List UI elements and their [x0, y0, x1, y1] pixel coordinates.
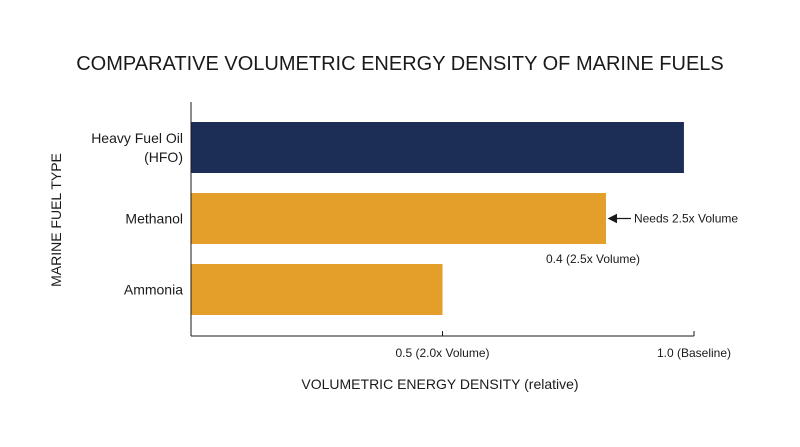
x-axis-title: VOLUMETRIC ENERGY DENSITY (relative) [301, 376, 578, 392]
category-label-0: Heavy Fuel Oil (HFO) [91, 130, 183, 165]
category-label-2: Ammonia [124, 282, 183, 298]
category-label-line: Heavy Fuel Oil [91, 130, 183, 146]
annotation-value-label: 0.4 (2.5x Volume) [546, 252, 640, 266]
y-axis-title: MARINE FUEL TYPE [48, 153, 64, 287]
bar-0 [191, 122, 684, 173]
category-labels-layer: Heavy Fuel Oil (HFO) Methanol Ammonia [91, 130, 183, 298]
category-label-line: (HFO) [144, 149, 183, 165]
x-tick-label-1: 1.0 (Baseline) [657, 346, 731, 360]
category-label-line: Methanol [125, 211, 183, 227]
bars-layer [191, 122, 684, 315]
bar-2 [191, 264, 443, 315]
category-label-line: Ammonia [124, 282, 183, 298]
annotations-layer: Needs 2.5x Volume 0.4 (2.5x Volume) [546, 212, 738, 267]
annotation-arrow-text: Needs 2.5x Volume [634, 212, 738, 226]
category-label-1: Methanol [125, 211, 183, 227]
x-tick-label-0: 0.5 (2.0x Volume) [395, 346, 489, 360]
chart-title: COMPARATIVE VOLUMETRIC ENERGY DENSITY OF… [76, 53, 724, 75]
ticks-layer: 0.5 (2.0x Volume) 1.0 (Baseline) [395, 331, 731, 360]
bar-1 [191, 193, 606, 244]
